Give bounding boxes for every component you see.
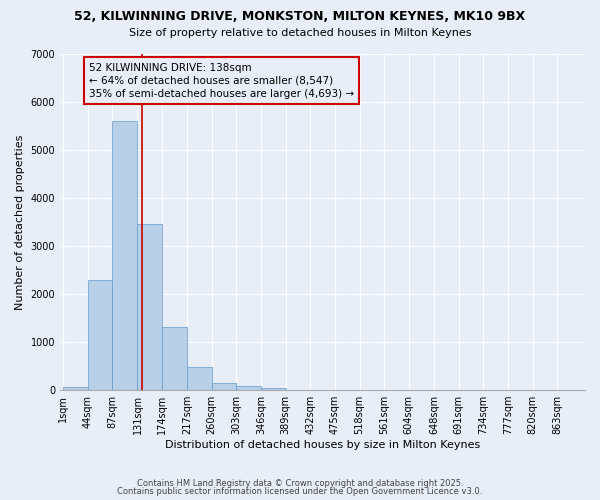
Text: Contains HM Land Registry data © Crown copyright and database right 2025.: Contains HM Land Registry data © Crown c… bbox=[137, 478, 463, 488]
Bar bbox=[236, 386, 261, 390]
Y-axis label: Number of detached properties: Number of detached properties bbox=[15, 134, 25, 310]
Bar bbox=[112, 121, 137, 390]
Text: 52 KILWINNING DRIVE: 138sqm
← 64% of detached houses are smaller (8,547)
35% of : 52 KILWINNING DRIVE: 138sqm ← 64% of det… bbox=[89, 62, 354, 99]
Bar bbox=[212, 382, 236, 390]
Text: 52, KILWINNING DRIVE, MONKSTON, MILTON KEYNES, MK10 9BX: 52, KILWINNING DRIVE, MONKSTON, MILTON K… bbox=[74, 10, 526, 23]
Bar bbox=[137, 224, 162, 390]
Text: Contains public sector information licensed under the Open Government Licence v3: Contains public sector information licen… bbox=[118, 488, 482, 496]
Bar bbox=[63, 387, 88, 390]
Bar bbox=[187, 367, 212, 390]
Text: Size of property relative to detached houses in Milton Keynes: Size of property relative to detached ho… bbox=[129, 28, 471, 38]
Bar bbox=[261, 388, 286, 390]
Bar bbox=[88, 280, 112, 390]
X-axis label: Distribution of detached houses by size in Milton Keynes: Distribution of detached houses by size … bbox=[165, 440, 480, 450]
Bar bbox=[162, 326, 187, 390]
